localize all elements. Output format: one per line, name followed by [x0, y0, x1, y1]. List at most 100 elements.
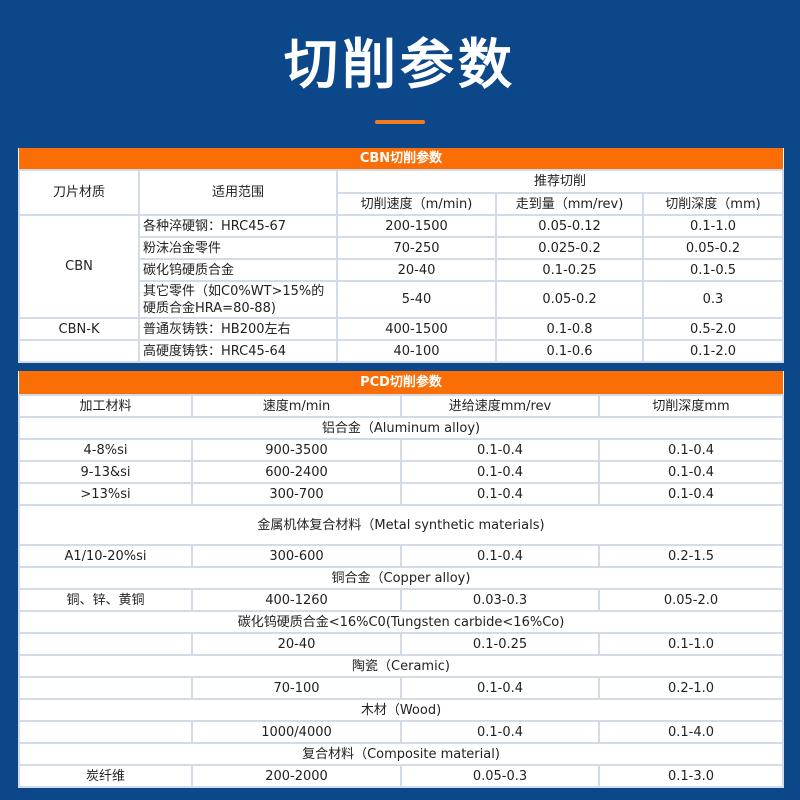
material-cell: 炭纤维 [18, 764, 193, 788]
scope-text: 其它零件（如C0%WT>15%的 [143, 283, 325, 299]
depth-cell: 0.5-2.0 [641, 317, 785, 341]
speed-cell: 600-2400 [191, 460, 402, 484]
pcd-header: 速度m/min [191, 394, 402, 418]
cbn-row: 高硬度铸铁：HRC45-64 40-100 0.1-0.6 0.1-2.0 [18, 339, 785, 363]
cbn-row: CBN-K 普通灰铸铁：HB200左右 400-1500 0.1-0.8 0.5-2.0 [18, 317, 785, 341]
speed-cell: 70-250 [336, 236, 497, 260]
depth-cell: 0.1-1.0 [598, 632, 784, 656]
speed-cell: 20-40 [336, 258, 497, 282]
depth-cell: 0.1-0.5 [641, 258, 785, 282]
pcd-row: 炭纤维 200-2000 0.05-0.3 0.1-3.0 [18, 764, 784, 788]
speed-cell: 400-1500 [336, 317, 497, 341]
feed-cell: 0.05-0.3 [400, 764, 600, 788]
section-title: 复合材料（Composite material) [18, 742, 784, 766]
material-cell: A1/10-20%si [18, 544, 193, 568]
pcd-row: 铜、锌、黄铜 400-1260 0.03-0.3 0.05-2.0 [18, 588, 784, 612]
material-cell [18, 676, 193, 700]
scope-text: 各种淬硬钢：HRC45-67 [143, 218, 287, 234]
pcd-row: A1/10-20%si 300-600 0.1-0.4 0.2-1.5 [18, 544, 784, 568]
section-row: 碳化钨硬质合金<16%C0(Tungsten carbide<16%Co) [18, 610, 784, 634]
scope-cell: 粉沫冶金零件 [138, 236, 338, 260]
scope-text: 普通灰铸铁：HB200左右 [143, 321, 291, 337]
feed-cell: 0.1-0.6 [495, 339, 644, 363]
cbn-header-row: 刀片材质 适用范围 推荐切削 [18, 169, 785, 216]
material-cell [18, 632, 193, 656]
depth-cell: 0.1-0.4 [598, 460, 784, 484]
speed-cell: 300-700 [191, 482, 402, 506]
section-title: 碳化钨硬质合金<16%C0(Tungsten carbide<16%Co) [18, 610, 784, 634]
header-scope: 适用范围 [138, 169, 338, 216]
material-cell: >13%si [18, 482, 193, 506]
material-cell: CBN [18, 214, 140, 319]
pcd-title: PCD切削参数 [19, 371, 783, 396]
speed-cell: 300-600 [191, 544, 402, 568]
feed-cell: 0.1-0.4 [400, 460, 600, 484]
section-title: 木材（Wood) [18, 698, 784, 722]
scope-cell: 高硬度铸铁：HRC45-64 [138, 339, 338, 363]
scope-cell: 碳化钨硬质合金 [138, 258, 338, 282]
scope-text: 碳化钨硬质合金 [143, 262, 235, 278]
pcd-row: 4-8%si 900-3500 0.1-0.4 0.1-0.4 [18, 438, 784, 462]
feed-cell: 0.1-0.4 [400, 482, 600, 506]
feed-cell: 0.1-0.4 [400, 676, 600, 700]
section-row: 陶瓷（Ceramic) [18, 654, 784, 678]
section-row: 金属机体复合材料（Metal synthetic materials) [18, 504, 784, 546]
speed-cell: 70-100 [191, 676, 402, 700]
pcd-row: 70-100 0.1-0.4 0.2-1.0 [18, 676, 784, 700]
feed-cell: 0.05-0.2 [495, 280, 644, 319]
material-cell: 铜、锌、黄铜 [18, 588, 193, 612]
depth-cell: 0.1-3.0 [598, 764, 784, 788]
speed-cell: 200-2000 [191, 764, 402, 788]
feed-cell: 0.1-0.8 [495, 317, 644, 341]
depth-cell: 0.1-0.4 [598, 482, 784, 506]
pcd-table: PCD切削参数 加工材料 速度m/min 进给速度mm/rev 切削深度mm 铝合金（Al… [18, 371, 784, 788]
pcd-row: 20-40 0.1-0.25 0.1-1.0 [18, 632, 784, 656]
scope-cell: 其它零件（如C0%WT>15%的 硬质合金HRA=80-88) [138, 280, 338, 319]
cbn-table: CBN切削参数 刀片材质 适用范围 推荐切削 切削速度（m/min) 走到量（mm/rev… [18, 148, 785, 363]
speed-cell: 200-1500 [336, 214, 497, 238]
depth-cell: 0.05-2.0 [598, 588, 784, 612]
header-recommended: 推荐切削 [335, 169, 785, 194]
depth-cell: 0.05-0.2 [641, 236, 785, 260]
feed-cell: 0.1-0.25 [400, 632, 600, 656]
depth-cell: 0.1-1.0 [641, 214, 785, 238]
depth-cell: 0.3 [641, 280, 785, 319]
feed-cell: 0.1-0.4 [400, 544, 600, 568]
depth-cell: 0.2-1.5 [598, 544, 784, 568]
section-title: 陶瓷（Ceramic) [18, 654, 784, 678]
section-row: 铜合金（Copper alloy) [18, 566, 784, 590]
feed-cell: 0.025-0.2 [495, 236, 644, 260]
pcd-row: 1000/4000 0.1-0.4 0.1-4.0 [18, 720, 784, 744]
speed-cell: 20-40 [191, 632, 402, 656]
pcd-header-row: 加工材料 速度m/min 进给速度mm/rev 切削深度mm [18, 394, 784, 418]
speed-cell: 40-100 [336, 339, 497, 363]
scope-text: 粉沫冶金零件 [143, 240, 222, 256]
cbn-row: 粉沫冶金零件 70-250 0.025-0.2 0.05-0.2 [19, 236, 785, 260]
scope-text: 高硬度铸铁：HRC45-64 [143, 343, 287, 359]
pcd-row: 9-13&si 600-2400 0.1-0.4 0.1-0.4 [18, 460, 784, 484]
feed-cell: 0.1-0.4 [400, 720, 600, 744]
cbn-title-row: CBN切削参数 [19, 148, 784, 171]
speed-cell: 400-1260 [191, 588, 402, 612]
page-title: 切削参数 [284, 33, 516, 96]
scope-cell: 普通灰铸铁：HB200左右 [138, 317, 338, 341]
material-cell: 4-8%si [18, 438, 193, 462]
material-cell [18, 720, 193, 744]
scope-text: 硬质合金HRA=80-88) [143, 300, 276, 316]
cbn-title: CBN切削参数 [19, 148, 784, 171]
pcd-header: 进给速度mm/rev [400, 394, 600, 418]
section-title: 金属机体复合材料（Metal synthetic materials) [18, 504, 784, 546]
header-feed: 走到量（mm/rev) [495, 192, 644, 216]
header-depth: 切削深度（mm) [641, 192, 785, 216]
section-title: 铝合金（Aluminum alloy) [18, 416, 784, 440]
pcd-row: >13%si 300-700 0.1-0.4 0.1-0.4 [18, 482, 784, 506]
feed-cell: 0.03-0.3 [400, 588, 600, 612]
pcd-title-row: PCD切削参数 [19, 371, 783, 396]
feed-cell: 0.1-0.25 [495, 258, 644, 282]
depth-cell: 0.1-4.0 [598, 720, 784, 744]
section-row: 复合材料（Composite material) [18, 742, 784, 766]
header-speed: 切削速度（m/min) [336, 192, 497, 216]
scope-cell: 各种淬硬钢：HRC45-67 [138, 214, 338, 238]
cbn-subheader-row: 切削速度（m/min) 走到量（mm/rev) 切削深度（mm) [19, 192, 785, 216]
feed-cell: 0.05-0.12 [495, 214, 644, 238]
